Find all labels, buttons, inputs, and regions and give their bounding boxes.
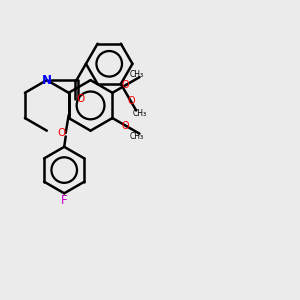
Text: O: O xyxy=(122,80,129,90)
Text: O: O xyxy=(122,121,129,131)
Text: O: O xyxy=(77,94,85,104)
Text: CH₃: CH₃ xyxy=(130,131,144,140)
Text: CH₃: CH₃ xyxy=(133,109,147,118)
Text: F: F xyxy=(61,194,68,207)
Text: O: O xyxy=(128,96,135,106)
Text: CH₃: CH₃ xyxy=(130,70,144,79)
Text: N: N xyxy=(42,74,52,87)
Text: O: O xyxy=(57,128,65,138)
